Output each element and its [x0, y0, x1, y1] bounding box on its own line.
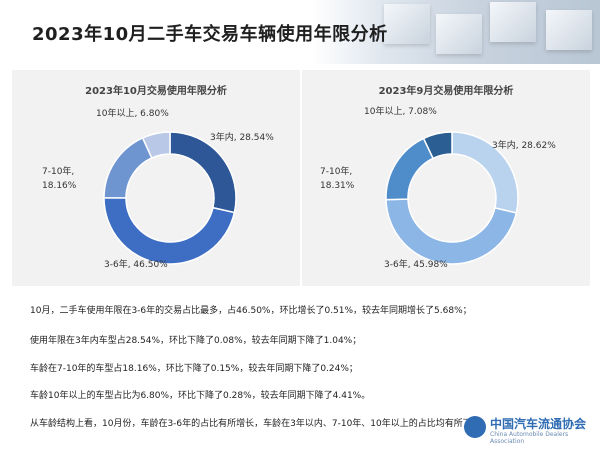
donut-chart-september [385, 131, 519, 265]
slice-label: 18.16% [42, 181, 77, 191]
slice-label: 7-10年, [320, 167, 353, 177]
slice-label: 7-10年, [42, 167, 75, 177]
donut-slice-10年以上 [141, 131, 171, 159]
slice-label: 10年以上, 7.08% [364, 107, 437, 117]
analysis-paragraph: 使用年限在3年内车型占28.54%，环比下降了0.08%，较去年同期下降了1.0… [30, 336, 362, 346]
chart-panel-october: 2023年10月交易使用年限分析 3年内, 28.54% 3-6年, 46.50… [12, 70, 300, 286]
analysis-paragraph: 车龄10年以上的车型占比为6.80%，环比下降了0.28%，较去年同期下降了4.… [30, 391, 371, 401]
banner-decoration [546, 10, 592, 50]
slice-label: 10年以上, 6.80% [96, 109, 169, 119]
banner-decoration [436, 14, 482, 54]
page-title: 2023年10月二手车交易车辆使用年限分析 [32, 24, 388, 45]
logo-name-cn: 中国汽车流通协会 [490, 417, 587, 431]
analysis-paragraph: 从车龄结构上看，10月份，车龄在3-6年的占比有所增长，车龄在3年以内、7-10… [30, 419, 490, 429]
chart-panel-september: 2023年9月交易使用年限分析 3年内, 28.62% 3-6年, 45.98%… [302, 70, 590, 286]
slice-label: 3年内, 28.62% [492, 141, 556, 151]
association-logo: 中国汽车流通协会 China Automobile Dealers Associ… [464, 414, 594, 445]
banner-decoration [384, 4, 430, 44]
donut-slice-3-6年 [103, 197, 236, 265]
header-banner: 2023年10月二手车交易车辆使用年限分析 [0, 0, 600, 64]
donut-slice-10年以上 [422, 131, 453, 160]
logo-mark-icon [464, 416, 486, 438]
slice-label: 3年内, 28.54% [210, 133, 274, 143]
donut-slice-7-10年 [385, 137, 435, 201]
chart-title: 2023年10月交易使用年限分析 [85, 86, 227, 97]
slice-label: 18.31% [320, 181, 355, 191]
slice-label: 3-6年, 45.98% [384, 260, 448, 270]
donut-slice-3-6年 [385, 198, 518, 265]
donut-chart-october [103, 131, 237, 265]
slice-label: 3-6年, 46.50% [104, 260, 168, 270]
analysis-paragraph: 车龄在7-10年的车型占18.16%，环比下降了0.15%，较去年同期下降了0.… [30, 364, 358, 374]
donut-slice-7-10年 [103, 136, 153, 199]
banner-decoration [490, 2, 536, 42]
logo-name-en: China Automobile Dealers Association [490, 431, 569, 445]
analysis-paragraph: 10月，二手车使用年限在3-6年的交易占比最多，占46.50%，环比增长了0.5… [30, 306, 472, 316]
chart-title: 2023年9月交易使用年限分析 [378, 86, 514, 97]
